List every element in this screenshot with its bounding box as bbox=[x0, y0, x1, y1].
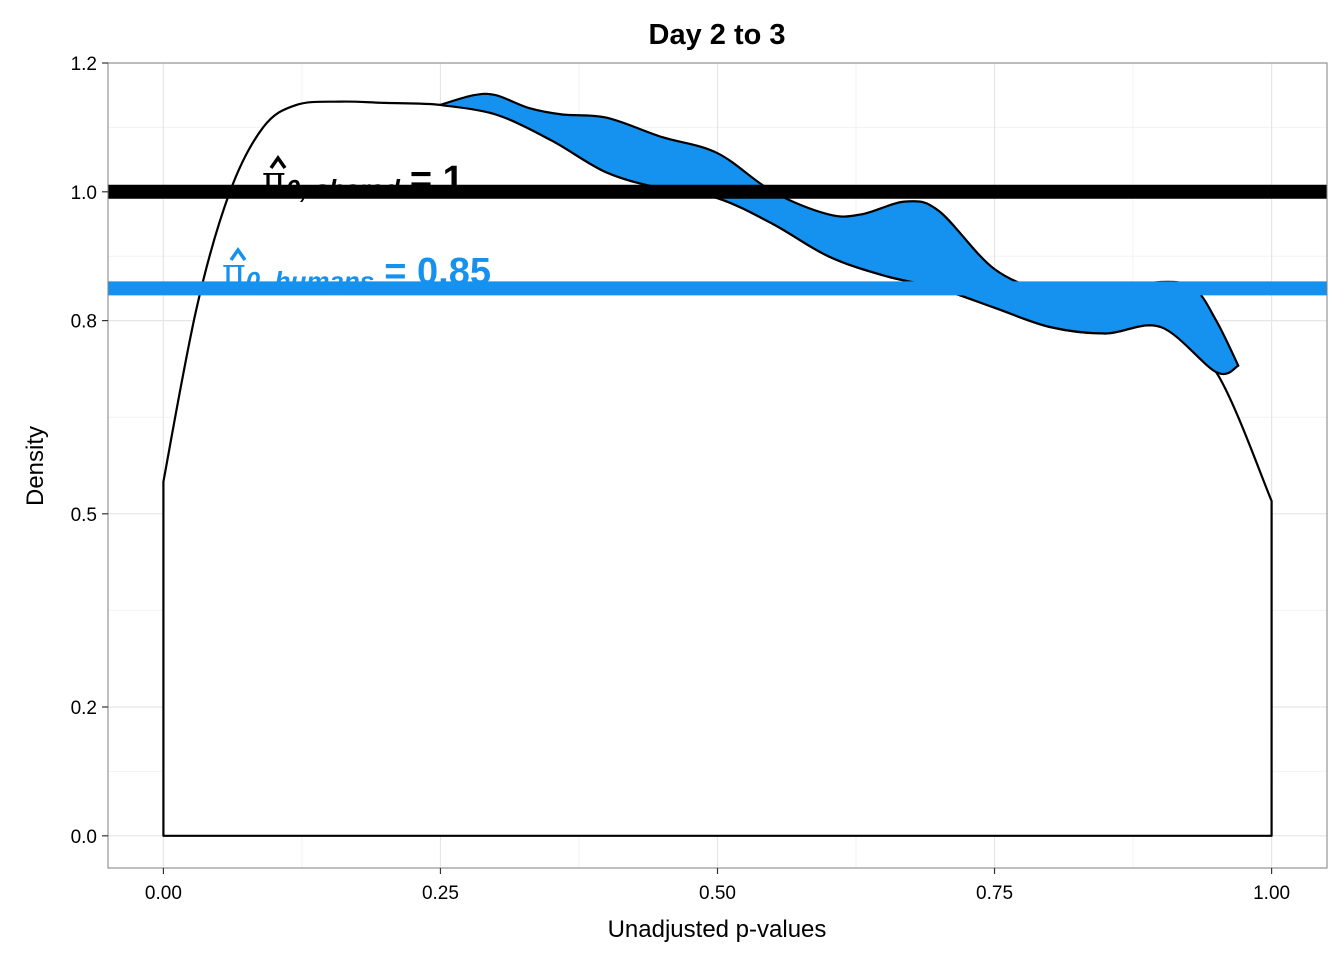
annotation-humans: π0, humans = 0.85 bbox=[222, 246, 491, 296]
pi-value: = 1 bbox=[410, 159, 464, 201]
y-axis-title: Density bbox=[22, 426, 49, 506]
x-tick-label: 0.75 bbox=[976, 883, 1013, 904]
axis-ticks: 0.00 0.25 0.50 0.75 1.00 0.0 0.2 0.5 0.8 1.0 1.2 bbox=[71, 54, 1291, 904]
pi-value: = 0.85 bbox=[384, 251, 491, 293]
x-tick-label: 1.00 bbox=[1253, 883, 1290, 904]
hat-symbol bbox=[269, 154, 287, 170]
pi-symbol: π bbox=[222, 252, 246, 293]
pi-subscript: 0, shared bbox=[286, 174, 401, 204]
annotation-humans-text: π0, humans = 0.85 bbox=[222, 251, 491, 296]
pi-symbol: π bbox=[262, 160, 286, 201]
y-tick-label: 0.5 bbox=[71, 505, 97, 526]
pi-subscript: 0, humans bbox=[246, 266, 375, 296]
reference-lines bbox=[108, 184, 1327, 296]
y-tick-label: 0.8 bbox=[71, 312, 97, 333]
annotation-shared-text: π0, shared = 1 bbox=[262, 159, 464, 204]
y-tick-label: 0.0 bbox=[71, 827, 97, 848]
y-tick-label: 1.0 bbox=[71, 183, 97, 204]
x-tick-label: 0.50 bbox=[699, 883, 736, 904]
y-tick-label: 1.2 bbox=[71, 54, 97, 75]
hat-symbol bbox=[229, 246, 247, 262]
annotation-shared: π0, shared = 1 bbox=[262, 154, 464, 204]
chart-title: Day 2 to 3 bbox=[649, 19, 786, 51]
y-tick-label: 0.2 bbox=[71, 698, 97, 719]
annotations: π0, shared = 1π0, humans = 0.85 bbox=[222, 154, 491, 296]
x-tick-label: 0.25 bbox=[422, 883, 459, 904]
x-axis-title: Unadjusted p-values bbox=[608, 916, 827, 943]
x-tick-label: 0.00 bbox=[145, 883, 182, 904]
